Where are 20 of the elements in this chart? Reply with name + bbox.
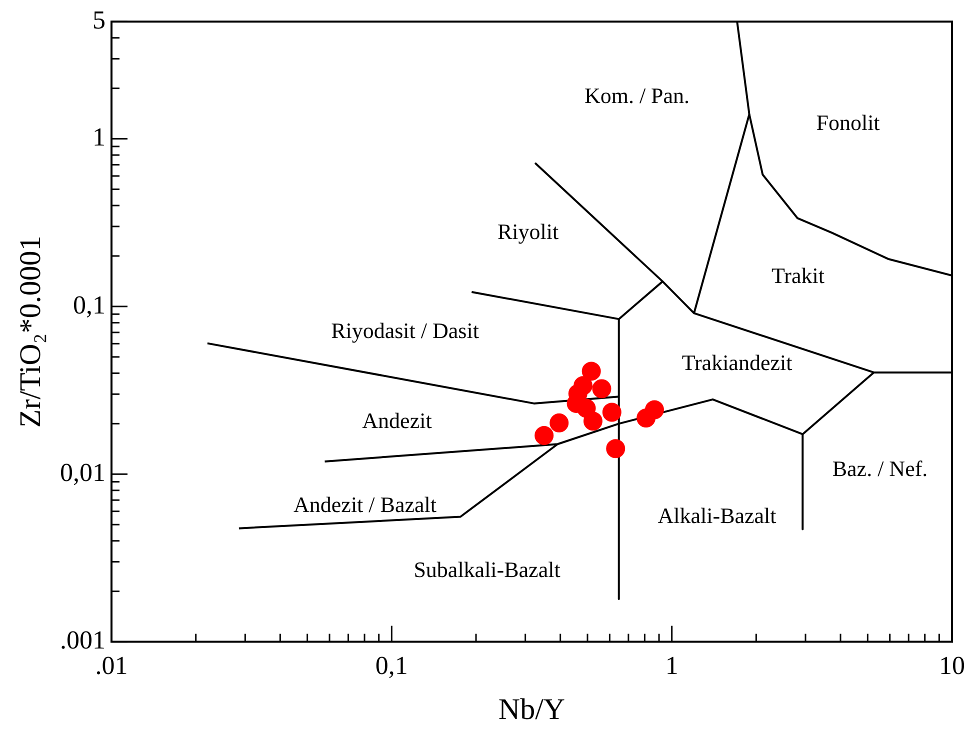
annotation: Riyodasit / Dasit — [331, 318, 479, 343]
y-tick-label: 1 — [92, 122, 106, 152]
annotation: Andezit — [362, 408, 432, 433]
y-tick-label: 0,01 — [60, 458, 106, 487]
annotation: Riyolit — [497, 218, 559, 244]
annotation: Kom. / Pan. — [584, 82, 690, 108]
x-tick-label: 0,1 — [375, 651, 408, 680]
x-axis-title: Nb/Y — [498, 692, 566, 726]
x-tick-label: 1 — [665, 651, 678, 680]
annotation: Trakit — [772, 262, 824, 288]
annotation: Andezit / Bazalt — [294, 492, 436, 517]
annotation: Fonolit — [816, 110, 880, 135]
y-tick-label: 5 — [92, 5, 106, 34]
annotation: Subalkali-Bazalt — [414, 556, 560, 582]
y-tick-label: 0,1 — [73, 290, 106, 320]
annotation: Baz. / Nef. — [832, 456, 928, 481]
annotation: Trakiandezit — [682, 350, 792, 375]
x-tick-label: 10 — [939, 651, 965, 680]
annotation: Alkali-Bazalt — [658, 502, 776, 528]
y-axis-title: Zr/TiO₂*0.0001 — [14, 236, 47, 428]
